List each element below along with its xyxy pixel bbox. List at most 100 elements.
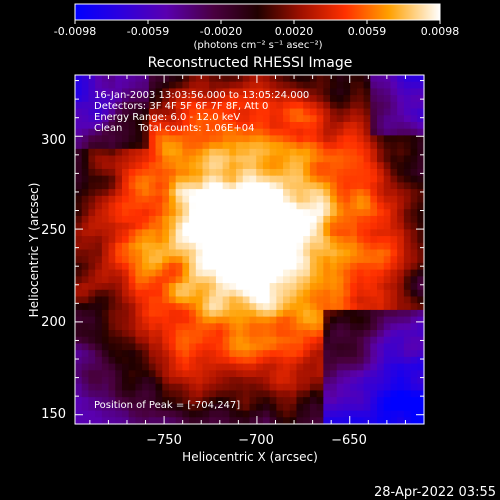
heatmap-cell <box>303 195 311 204</box>
heatmap-cell <box>403 148 412 157</box>
heatmap-cell <box>148 236 157 244</box>
heatmap-cell <box>108 128 116 136</box>
heatmap-cell <box>269 269 277 277</box>
heatmap-cell <box>410 283 418 291</box>
heatmap-cell <box>303 323 311 331</box>
heatmap-cell <box>155 115 163 123</box>
heatmap-cell <box>215 323 224 331</box>
y-tick-label: 250 <box>41 223 66 238</box>
heatmap-cell <box>410 336 418 345</box>
heatmap-cell <box>417 229 425 237</box>
heatmap-cell <box>262 256 271 264</box>
heatmap-cell <box>256 383 264 392</box>
heatmap-cell <box>296 121 304 130</box>
heatmap-cell <box>236 182 244 190</box>
heatmap-cell <box>343 128 351 136</box>
heatmap-cell <box>417 222 425 230</box>
heatmap-cell <box>336 101 345 110</box>
heatmap-cell <box>262 390 271 398</box>
heatmap-cell <box>75 236 83 244</box>
heatmap-cell <box>142 397 150 405</box>
heatmap-cell <box>175 135 183 143</box>
heatmap-cell <box>303 222 311 230</box>
heatmap-cell <box>283 242 291 251</box>
heatmap-cell <box>121 101 130 110</box>
heatmap-cell <box>276 229 284 237</box>
heatmap-cell <box>323 269 331 277</box>
heatmap-cell <box>309 95 318 103</box>
heatmap-cell <box>162 115 170 123</box>
heatmap-cell <box>88 269 96 277</box>
heatmap-cell <box>236 336 244 345</box>
heatmap-cell <box>168 330 177 338</box>
heatmap-cell <box>403 383 412 392</box>
heatmap-cell <box>215 142 224 150</box>
heatmap-cell <box>283 128 291 136</box>
heatmap-cell <box>182 249 190 257</box>
heatmap-cell <box>142 142 150 150</box>
heatmap-cell <box>343 417 351 425</box>
heatmap-cell <box>249 135 257 143</box>
heatmap-cell <box>148 222 157 230</box>
heatmap-cell <box>383 316 392 324</box>
heatmap-cell <box>162 256 170 264</box>
heatmap-cell <box>142 336 150 345</box>
heatmap-cell <box>88 276 96 284</box>
heatmap-cell <box>162 189 170 197</box>
heatmap-cell <box>397 162 405 170</box>
colorbar-tick-label: 0.0020 <box>275 25 314 38</box>
heatmap-cell <box>390 142 398 150</box>
heatmap-cell <box>128 175 136 183</box>
heatmap-cell <box>269 256 277 264</box>
heatmap-cell <box>121 276 130 284</box>
heatmap-cell <box>370 303 378 311</box>
heatmap-cell <box>155 135 163 143</box>
heatmap-cell <box>189 356 197 365</box>
heatmap-cell <box>229 336 237 345</box>
heatmap-cell <box>377 249 385 257</box>
heatmap-cell <box>148 377 157 385</box>
heatmap-cell <box>316 75 324 83</box>
x-tick-label: −700 <box>238 433 274 448</box>
heatmap-cell <box>296 128 304 136</box>
heatmap-cell <box>269 229 277 237</box>
heatmap-cell <box>377 370 385 378</box>
heatmap-cell <box>276 249 284 257</box>
heatmap-cell <box>262 403 271 412</box>
heatmap-cell <box>417 189 425 197</box>
heatmap-cell <box>128 115 136 123</box>
heatmap-cell <box>115 128 123 136</box>
heatmap-cell <box>189 330 197 338</box>
heatmap-cell <box>121 397 130 405</box>
heatmap-cell <box>148 182 157 190</box>
heatmap-cell <box>370 309 378 318</box>
heatmap-cell <box>289 370 298 378</box>
heatmap-cell <box>249 383 257 392</box>
heatmap-cell <box>377 195 385 204</box>
heatmap-cell <box>148 229 157 237</box>
heatmap-cell <box>95 262 103 271</box>
heatmap-cell <box>88 363 96 371</box>
heatmap-cell <box>189 343 197 351</box>
heatmap-cell <box>121 377 130 385</box>
heatmap-cell <box>81 249 90 257</box>
heatmap-cell <box>356 390 365 398</box>
annotation-block: 16-Jan-2003 13:03:56.000 to 13:05:24.000… <box>94 90 309 411</box>
heatmap-cell <box>417 135 425 143</box>
heatmap-cell <box>95 276 103 284</box>
heatmap-cell <box>343 121 351 130</box>
heatmap-cell <box>330 121 338 130</box>
heatmap-cell <box>75 256 83 264</box>
heatmap-cell <box>330 363 338 371</box>
heatmap-cell <box>155 155 163 163</box>
heatmap-cell <box>343 182 351 190</box>
heatmap-cell <box>370 363 378 371</box>
heatmap-cell <box>323 202 331 210</box>
heatmap-cell <box>249 175 257 183</box>
heatmap-cell <box>410 377 418 385</box>
heatmap-cell <box>215 283 224 291</box>
heatmap-cell <box>377 256 385 264</box>
heatmap-cell <box>330 323 338 331</box>
heatmap-cell <box>262 249 271 257</box>
heatmap-cell <box>155 403 163 412</box>
